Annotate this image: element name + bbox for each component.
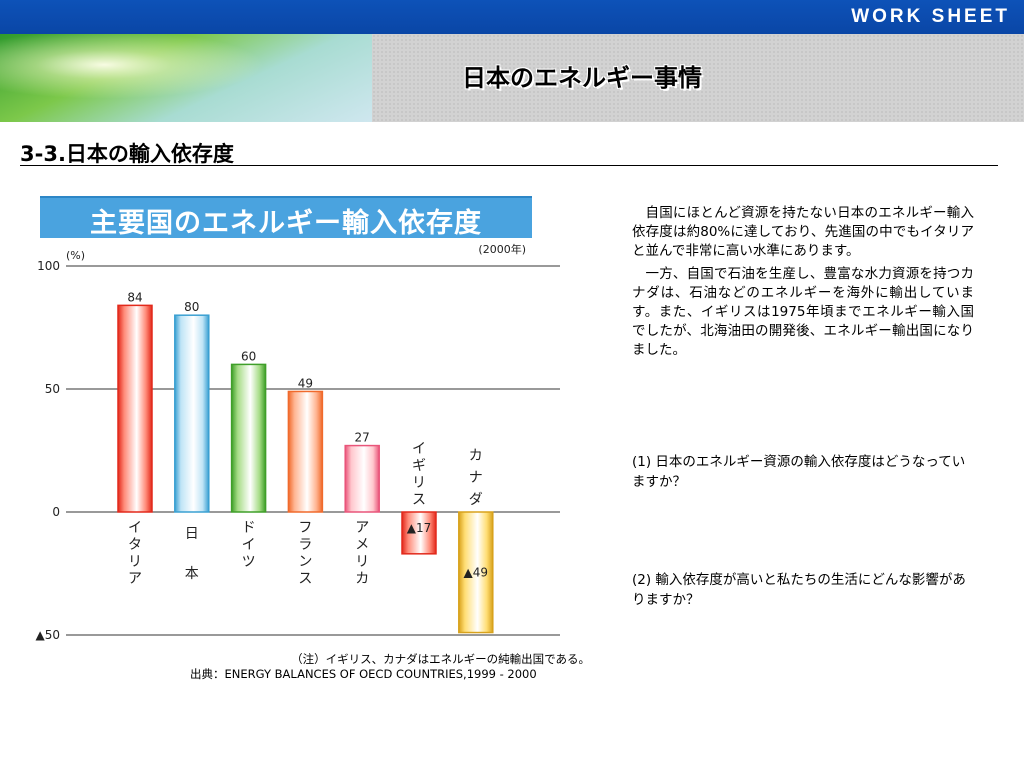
category-label-char: ア	[355, 520, 369, 536]
bar-value-label: 49	[298, 376, 313, 390]
category-label-char: カ	[355, 571, 369, 587]
unit-label: (%)	[66, 249, 85, 262]
category-label-char: イ	[242, 537, 256, 553]
chart-notes: （注）イギリス、カナダはエネルギーの純輸出国である。 出典：ENERGY BAL…	[190, 652, 600, 682]
category-label-char: ラ	[298, 537, 312, 553]
bar-value-label: 60	[241, 349, 256, 363]
bar	[458, 511, 494, 634]
category-label-char: リ	[355, 554, 369, 570]
category-label-char: リ	[412, 475, 426, 491]
explanation-paragraph-1: 自国にほとんど資源を持たない日本のエネルギー輸入依存度は約80%に達しており、先…	[632, 205, 974, 259]
explanation-paragraph-2: 一方、自国で石油を生産し、豊富な水力資源を持つカナダは、石油などのエネルギーを海…	[632, 266, 974, 358]
chart-note: （注）イギリス、カナダはエネルギーの純輸出国である。	[291, 652, 590, 666]
bar-value-label: 84	[127, 290, 142, 304]
category-label-char: ド	[242, 520, 256, 536]
y-tick-label: 50	[45, 382, 60, 396]
bar-value-label: 27	[355, 431, 370, 445]
header-banner: 日本のエネルギー事情	[0, 34, 1024, 122]
bar	[344, 444, 380, 513]
y-tick-label: 0	[52, 505, 60, 519]
bar	[401, 511, 437, 555]
chart-source: 出典：ENERGY BALANCES OF OECD COUNTRIES,199…	[190, 667, 537, 681]
page-title: 日本のエネルギー事情	[462, 64, 702, 92]
category-label-char: カ	[469, 448, 483, 464]
section-divider	[20, 165, 998, 166]
category-label-char: 本	[185, 566, 199, 582]
chart-title-banner: 主要国のエネルギー輸入依存度	[40, 196, 532, 239]
category-label-char: メ	[355, 537, 369, 553]
category-label-char: ツ	[242, 554, 256, 570]
bar	[117, 304, 153, 513]
explanation-text: 自国にほとんど資源を持たない日本のエネルギー輸入依存度は約80%に達しており、先…	[632, 204, 974, 364]
bar-value-label: ▲49	[464, 565, 489, 579]
y-tick-label: 100	[37, 259, 60, 273]
category-label-char: タ	[128, 537, 142, 553]
category-label-char: ス	[412, 492, 426, 508]
section-heading: 3-3.日本の輸入依存度	[20, 142, 234, 166]
year-label: (2000年)	[478, 242, 526, 256]
category-label-char: イ	[128, 520, 142, 536]
bar	[287, 390, 324, 513]
category-label-char: ア	[128, 571, 142, 587]
category-label-char: 日	[185, 526, 199, 542]
question-2: (2) 輸入依存度が高いと私たちの生活にどんな影響がありますか？	[632, 572, 966, 608]
category-label-char: イ	[412, 441, 426, 457]
bar	[230, 363, 267, 513]
y-tick-label: ▲50	[36, 628, 61, 642]
category-label-char: ギ	[412, 458, 426, 474]
category-label-char: ン	[298, 554, 312, 570]
chart-title: 主要国のエネルギー輸入依存度	[90, 208, 482, 239]
banner-leaf-image	[0, 34, 372, 122]
category-label-char: フ	[298, 520, 312, 536]
question-1: (1) 日本のエネルギー資源の輸入依存度はどうなっていますか？	[632, 454, 966, 490]
category-label-char: ダ	[469, 492, 483, 508]
category-label-char: ナ	[469, 470, 483, 486]
bar-value-label: ▲17	[407, 521, 432, 535]
category-label-char: ス	[298, 571, 312, 587]
bar	[174, 314, 210, 513]
category-label-char: リ	[128, 554, 142, 570]
bar-value-label: 80	[184, 300, 199, 314]
worksheet-label: WORK SHEET	[851, 6, 1010, 27]
top-bar: WORK SHEET	[0, 0, 1024, 34]
